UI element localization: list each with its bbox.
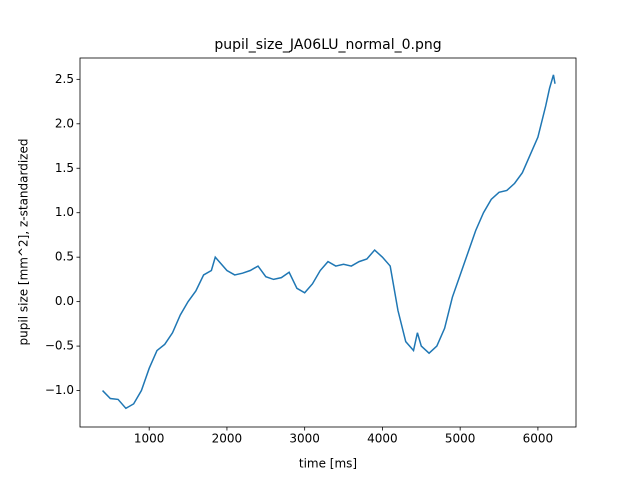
y-tick-label: −0.5	[45, 339, 74, 353]
axes-frame	[79, 57, 577, 428]
y-tick-label: 0.0	[55, 294, 74, 308]
x-tick-label: 1000	[134, 432, 165, 446]
y-tick-label: 1.0	[55, 205, 74, 219]
y-tick-label: 1.5	[55, 161, 74, 175]
x-tick-label: 5000	[445, 432, 476, 446]
y-tick-label: −1.0	[45, 383, 74, 397]
y-tick-label: 2.5	[55, 72, 74, 86]
y-axis-label: pupil size [mm^2], z-standardized	[17, 139, 31, 346]
y-tick-label: 2.0	[55, 116, 74, 130]
x-tick-label: 6000	[523, 432, 554, 446]
x-tick-label: 2000	[212, 432, 243, 446]
x-axis-label: time [ms]	[299, 457, 357, 471]
chart-title: pupil_size_JA06LU_normal_0.png	[214, 37, 441, 53]
x-tick-label: 3000	[289, 432, 320, 446]
x-tick-label: 4000	[367, 432, 398, 446]
data-line	[102, 74, 556, 410]
y-tick-label: 0.5	[55, 250, 74, 264]
